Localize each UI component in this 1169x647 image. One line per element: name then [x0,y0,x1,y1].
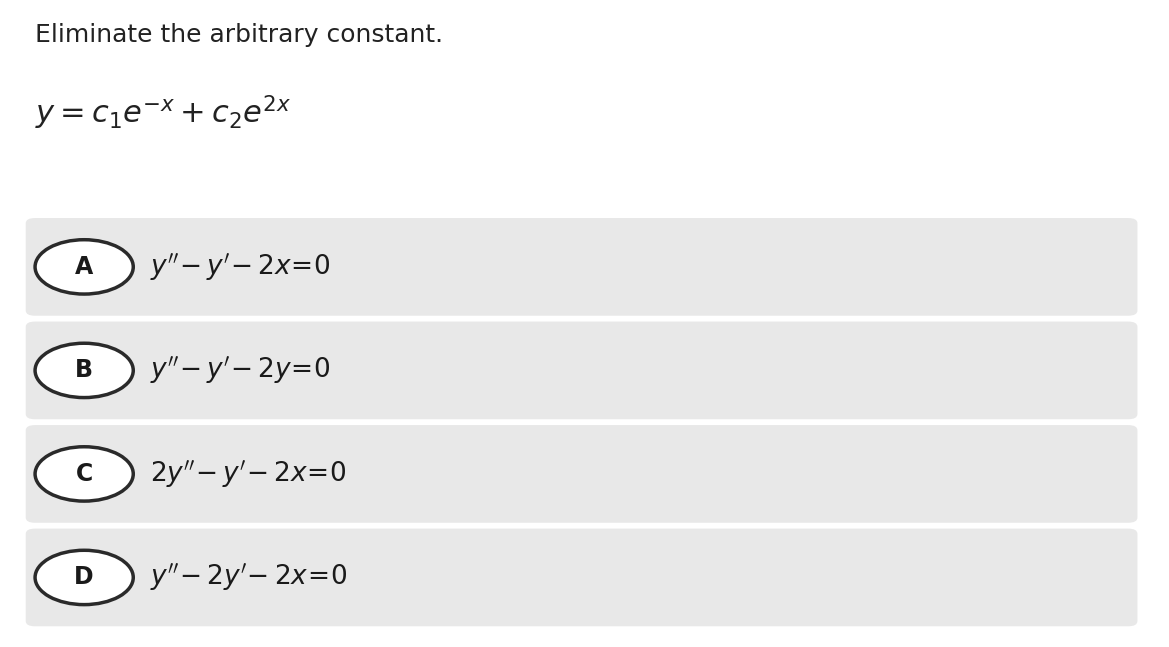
Text: $y''\!-y'\!-2y\!=\!0$: $y''\!-y'\!-2y\!=\!0$ [150,355,330,386]
FancyBboxPatch shape [26,425,1137,523]
FancyBboxPatch shape [26,218,1137,316]
Text: B: B [75,358,94,382]
Text: $2y''\!-y'\!-2x\!=\!0$: $2y''\!-y'\!-2x\!=\!0$ [150,458,346,490]
Text: C: C [76,462,92,486]
Circle shape [35,344,133,397]
Text: Eliminate the arbitrary constant.: Eliminate the arbitrary constant. [35,23,443,47]
Circle shape [35,550,133,604]
FancyBboxPatch shape [26,322,1137,419]
Text: D: D [75,565,94,589]
FancyBboxPatch shape [26,529,1137,626]
Text: $y=c_1 e^{-x}+c_2 e^{2x}$: $y=c_1 e^{-x}+c_2 e^{2x}$ [35,94,291,133]
Text: $y''\!-2y'\!-2x\!=\!0$: $y''\!-2y'\!-2x\!=\!0$ [150,562,347,593]
Text: A: A [75,255,94,279]
Circle shape [35,446,133,501]
Text: $y''\!-y'\!-2x\!=\!0$: $y''\!-y'\!-2x\!=\!0$ [150,251,330,283]
Circle shape [35,240,133,294]
